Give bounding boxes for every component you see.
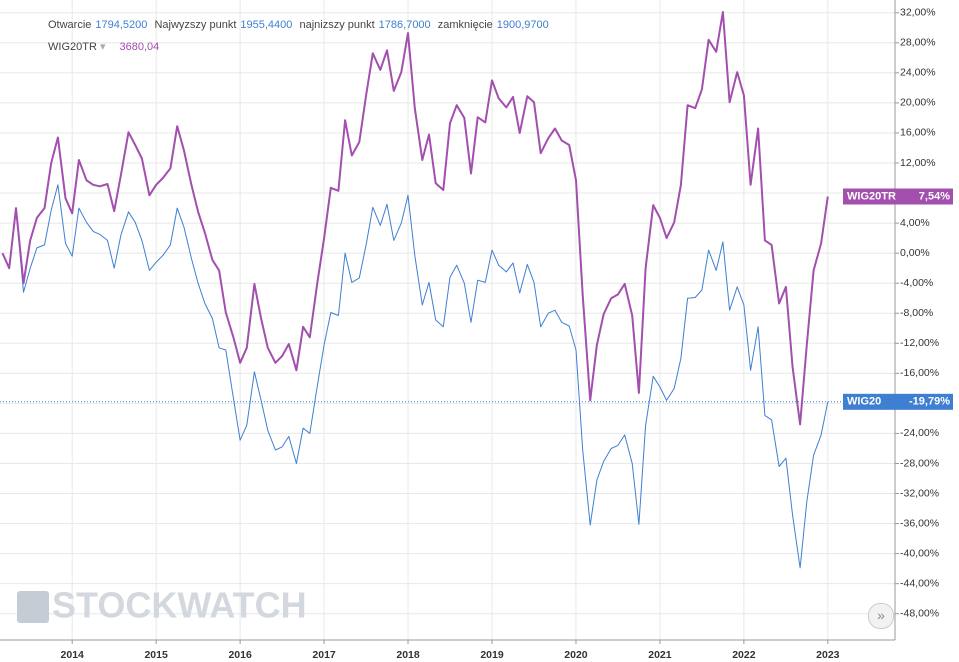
y-tick-label: -32,00% (900, 487, 939, 499)
series-name: WIG20 (847, 396, 881, 408)
watermark-text: STOCKWATCH (52, 585, 307, 626)
y-tick-label: -44,00% (900, 577, 939, 589)
y-tick-label: 24,00% (900, 67, 936, 79)
value: 1955,4400 (240, 19, 293, 31)
x-tick-label: 2021 (648, 649, 672, 661)
y-tick-label: -40,00% (900, 547, 939, 559)
y-tick-label: 12,00% (900, 157, 936, 169)
watermark-icon (17, 591, 49, 623)
y-tick-label: -16,00% (900, 367, 939, 379)
x-tick-label: 2018 (396, 649, 420, 661)
y-tick-label: -28,00% (900, 457, 939, 469)
y-tick-label: 0,00% (900, 247, 930, 259)
instrument[interactable]: WIG20TR (48, 41, 97, 53)
value: 1794,5200 (95, 19, 148, 31)
x-tick-label: 2020 (564, 649, 588, 661)
x-tick-label: 2014 (61, 649, 85, 661)
y-tick-label: -36,00% (900, 517, 939, 529)
series-name: WIG20TR (847, 190, 896, 202)
value: 1786,7000 (378, 19, 431, 31)
x-tick-label: 2017 (312, 649, 336, 661)
series-line (1, 11, 829, 426)
x-tick-label: 2023 (816, 649, 840, 661)
x-tick-label: 2015 (144, 649, 168, 661)
last-value-label: WIG20TR 7,54% (843, 188, 953, 205)
label: najnizszy punkt (299, 19, 375, 31)
y-tick-label: -8,00% (900, 307, 933, 319)
instrument-row: WIG20TR ▾ 3680,04 (48, 41, 160, 53)
y-tick-label: 20,00% (900, 97, 936, 109)
last-value-label: WIG20 -19,79% (843, 393, 953, 410)
label: Otwarcie (48, 19, 92, 31)
lines (0, 11, 895, 569)
x-tick-label: 2019 (480, 649, 504, 661)
label-box (843, 188, 953, 205)
y-tick-label: 32,00% (900, 7, 936, 19)
label: zamknięcie (437, 19, 493, 31)
label-box (843, 393, 953, 410)
nav-button[interactable]: » (868, 603, 894, 629)
ohlc-row: Otwarcie 1794,5200 Najwyzszy punkt 1955,44… (48, 14, 553, 36)
y-tick-label: -4,00% (900, 277, 933, 289)
x-tick-label: 2022 (732, 649, 756, 661)
y-tick-label: -24,00% (900, 427, 939, 439)
header: Otwarcie 1794,5200 Najwyzszy punkt 1955,44… (48, 14, 553, 58)
instrument-value: 3680,04 (119, 41, 160, 53)
y-tick-label: 28,00% (900, 37, 936, 49)
watermark: STOCKWATCH (17, 585, 307, 626)
series-line (2, 184, 829, 569)
y-tick-label: -48,00% (900, 607, 939, 619)
series-value: -19,79% (909, 396, 950, 408)
value: 1900,9700 (496, 19, 549, 31)
y-tick-label: 4,00% (900, 217, 930, 229)
y-tick-label: 16,00% (900, 127, 936, 139)
series-value: 7,54% (919, 190, 950, 202)
grid (0, 0, 895, 640)
label: Najwyzszy punkt (154, 19, 237, 31)
x-tick-label: 2016 (228, 649, 252, 661)
y-tick-label: -12,00% (900, 337, 939, 349)
